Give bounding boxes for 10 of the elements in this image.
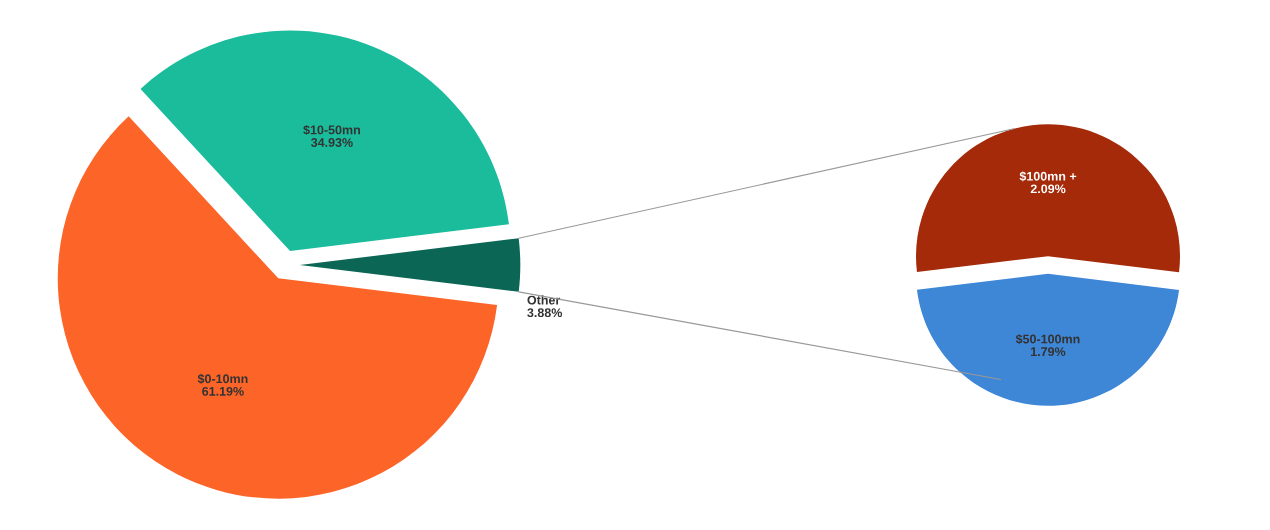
slice-label: $0-10mn bbox=[197, 373, 248, 384]
data-label: 61.19% bbox=[202, 386, 244, 396]
slice-label: $100mn + bbox=[1019, 171, 1077, 182]
data-label: 34.93% bbox=[310, 138, 353, 147]
slice-label: Other bbox=[527, 295, 561, 305]
data-label: 1.79% bbox=[1031, 347, 1066, 357]
slice-label: $10-50mn bbox=[303, 124, 360, 136]
data-label: 3.88% bbox=[527, 308, 563, 318]
slice-label: $50-100mn bbox=[1015, 334, 1080, 345]
data-label: 2.09% bbox=[1030, 184, 1066, 194]
